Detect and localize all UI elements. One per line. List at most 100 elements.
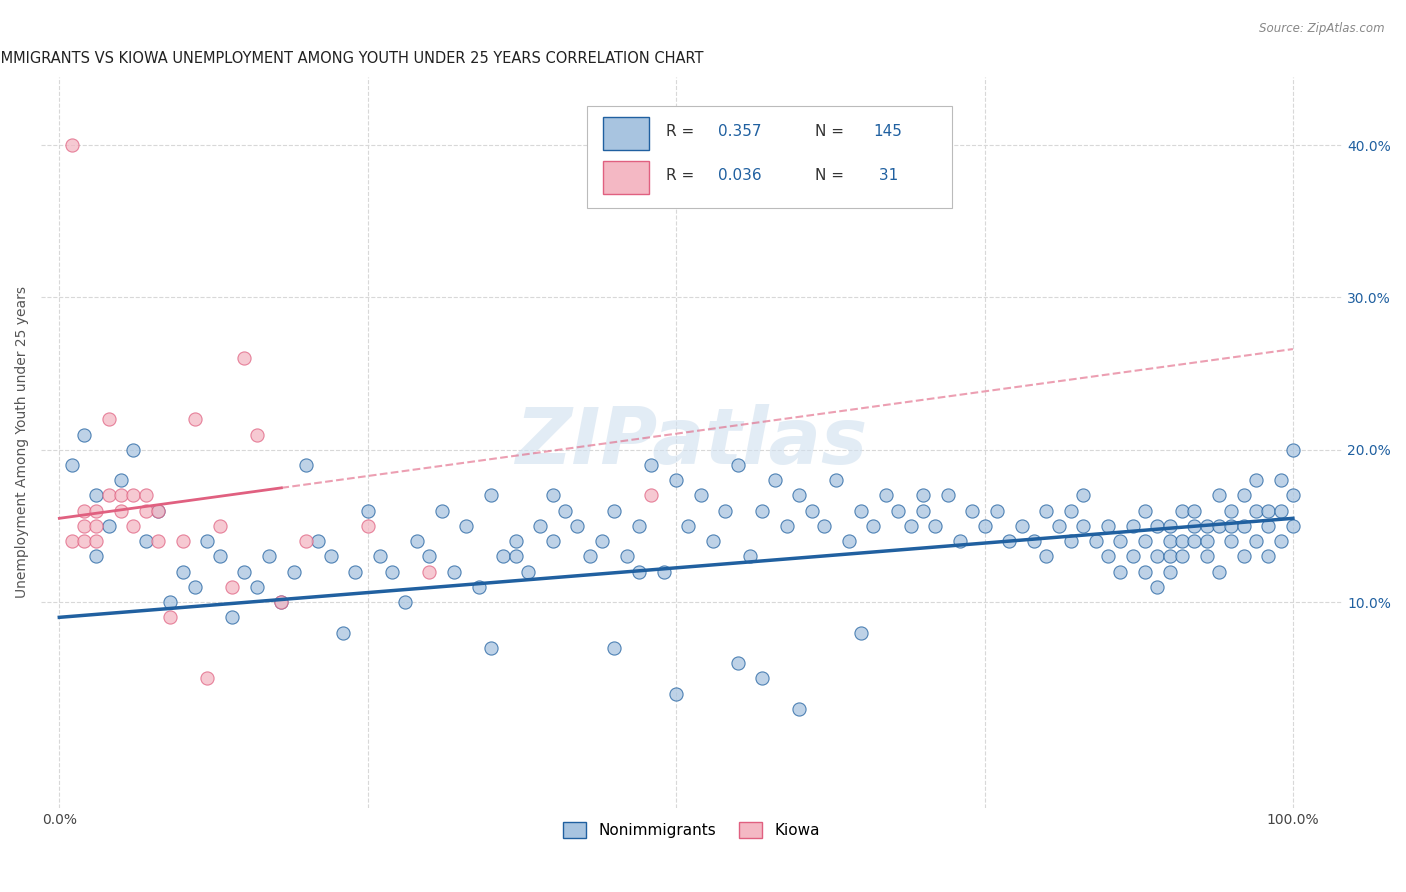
Point — [949, 534, 972, 549]
Point — [875, 488, 897, 502]
Point — [1282, 488, 1305, 502]
Point — [1109, 534, 1132, 549]
Point — [1133, 504, 1156, 518]
Point — [960, 504, 983, 518]
Point — [505, 549, 527, 564]
Point — [849, 625, 872, 640]
Point — [640, 488, 662, 502]
Point — [776, 519, 799, 533]
Point — [73, 427, 96, 442]
Point — [73, 504, 96, 518]
Point — [665, 686, 688, 700]
Point — [714, 504, 737, 518]
Point — [73, 519, 96, 533]
FancyBboxPatch shape — [603, 117, 648, 150]
Point — [357, 504, 380, 518]
Point — [887, 504, 910, 518]
Point — [900, 519, 922, 533]
Point — [603, 640, 626, 655]
Text: R =: R = — [665, 168, 699, 183]
Point — [1244, 473, 1267, 487]
Text: NONIMMIGRANTS VS KIOWA UNEMPLOYMENT AMONG YOUTH UNDER 25 YEARS CORRELATION CHART: NONIMMIGRANTS VS KIOWA UNEMPLOYMENT AMON… — [0, 51, 703, 66]
Point — [97, 519, 120, 533]
Point — [1270, 504, 1292, 518]
Point — [789, 702, 811, 716]
Point — [146, 504, 169, 518]
Point — [1270, 534, 1292, 549]
Point — [60, 138, 83, 153]
Point — [763, 473, 786, 487]
Text: Source: ZipAtlas.com: Source: ZipAtlas.com — [1260, 22, 1385, 36]
Point — [1182, 519, 1205, 533]
Point — [751, 671, 773, 685]
Point — [1146, 519, 1168, 533]
Y-axis label: Unemployment Among Youth under 25 years: Unemployment Among Youth under 25 years — [15, 286, 30, 599]
Point — [541, 534, 564, 549]
Point — [135, 504, 157, 518]
Point — [307, 534, 329, 549]
Point — [357, 519, 380, 533]
Point — [1133, 534, 1156, 549]
Point — [184, 412, 207, 426]
Point — [924, 519, 946, 533]
Point — [344, 565, 367, 579]
Point — [479, 640, 502, 655]
Point — [418, 565, 440, 579]
Point — [517, 565, 540, 579]
Point — [467, 580, 489, 594]
Point — [1060, 504, 1083, 518]
Point — [652, 565, 675, 579]
Point — [1282, 519, 1305, 533]
Point — [195, 534, 218, 549]
Point — [86, 519, 108, 533]
Point — [146, 534, 169, 549]
Point — [603, 504, 626, 518]
Point — [122, 488, 145, 502]
Text: 0.036: 0.036 — [717, 168, 761, 183]
Point — [406, 534, 429, 549]
Point — [479, 488, 502, 502]
Text: 145: 145 — [873, 124, 903, 139]
Point — [751, 504, 773, 518]
Point — [110, 488, 132, 502]
Point — [800, 504, 823, 518]
Point — [110, 473, 132, 487]
Text: 0.357: 0.357 — [717, 124, 761, 139]
Point — [1208, 519, 1230, 533]
Point — [1159, 565, 1181, 579]
Point — [135, 488, 157, 502]
Point — [1232, 519, 1254, 533]
Point — [60, 534, 83, 549]
Point — [1257, 549, 1279, 564]
FancyBboxPatch shape — [603, 161, 648, 194]
Point — [813, 519, 835, 533]
Point — [1182, 504, 1205, 518]
Point — [554, 504, 576, 518]
Point — [97, 412, 120, 426]
Point — [628, 519, 651, 533]
Point — [1109, 565, 1132, 579]
Point — [740, 549, 762, 564]
Point — [998, 534, 1021, 549]
Point — [1146, 580, 1168, 594]
Point — [911, 504, 934, 518]
Point — [1022, 534, 1045, 549]
Point — [1122, 549, 1144, 564]
Point — [1244, 534, 1267, 549]
Point — [616, 549, 638, 564]
Point — [640, 458, 662, 472]
Point — [911, 488, 934, 502]
Point — [973, 519, 995, 533]
Point — [936, 488, 959, 502]
Point — [578, 549, 600, 564]
Point — [1195, 549, 1218, 564]
Point — [257, 549, 280, 564]
Point — [86, 549, 108, 564]
Legend: Nonimmigrants, Kiowa: Nonimmigrants, Kiowa — [557, 816, 825, 844]
Point — [135, 534, 157, 549]
Point — [86, 504, 108, 518]
Point — [270, 595, 292, 609]
Point — [86, 534, 108, 549]
Point — [283, 565, 305, 579]
Point — [394, 595, 416, 609]
